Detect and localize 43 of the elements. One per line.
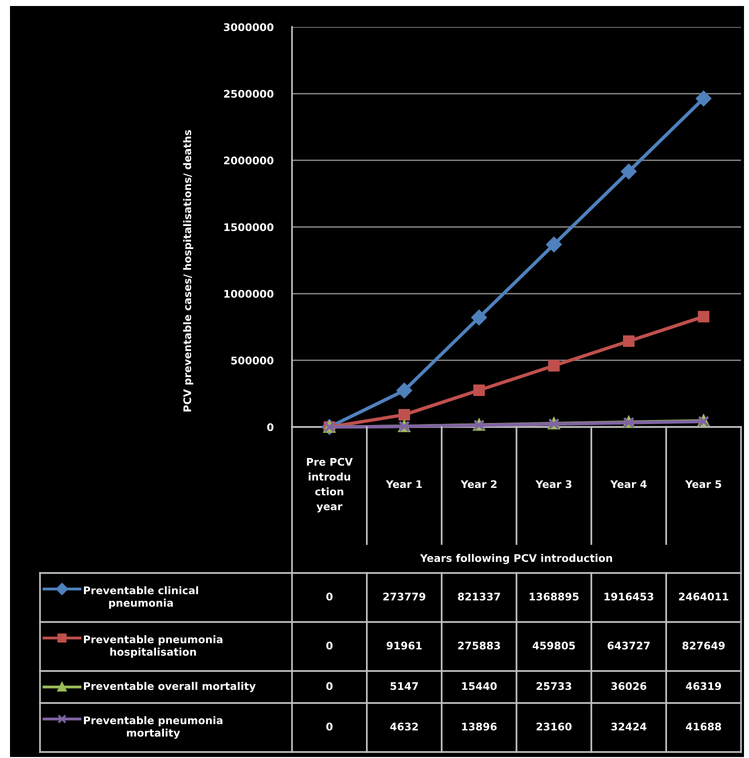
x-tick-label: Year 1 [386,480,422,488]
legend-label: Preventable pneumonia mortality [84,716,222,739]
data-label: 5147 [390,682,418,690]
y-tick-label: 1500000 [224,223,274,232]
legend-label: Preventable clinical pneumonia [84,586,198,609]
y-tick-label: 2500000 [224,90,274,98]
data-label: 821337 [458,592,500,601]
data-label: 827649 [682,642,725,650]
data-label: 15440 [462,682,497,690]
y-axis-title: PCV preventable cases/ hospitalisations/ deaths [183,130,194,412]
data-label: 2464011 [679,592,728,601]
y-tick-label: 1000000 [224,290,274,298]
x-tick-label: Pre PCV introduction year [306,458,353,512]
data-label: 275883 [458,642,500,650]
data-label: 13896 [462,722,497,731]
x-tick-label: Year 5 [685,480,722,488]
data-label: 459805 [532,642,575,650]
data-label: 0 [326,682,333,690]
data-label: 1916453 [604,592,654,601]
y-tick-label: 2000000 [224,156,274,164]
data-label: 23160 [536,722,572,731]
data-label: 0 [326,722,333,731]
data-label: 273779 [383,592,426,601]
x-tick-label: Year 3 [535,480,572,488]
data-label: 0 [326,642,333,650]
data-label: 91961 [386,642,422,650]
data-label: 25733 [536,682,572,690]
x-axis-title: Years following PCV introduction [420,554,612,564]
y-tick-label: 3000000 [224,23,274,32]
data-label: 36026 [611,682,646,690]
legend-label: Preventable pneumonia hospitalisation [84,635,222,658]
data-label: 46319 [686,682,722,690]
legend-label: Preventable overall mortality [84,682,256,692]
data-label: 41688 [686,722,722,731]
data-label: 643727 [608,642,650,650]
y-tick-label: 500000 [231,356,274,364]
x-tick-label: Year 2 [460,480,497,488]
y-tick-label: 0 [267,423,274,432]
data-label: 32424 [611,722,646,731]
data-label: 0 [326,592,333,601]
data-label: 4632 [390,722,418,731]
x-tick-label: Year 4 [610,480,647,488]
data-label: 1368895 [530,592,579,601]
